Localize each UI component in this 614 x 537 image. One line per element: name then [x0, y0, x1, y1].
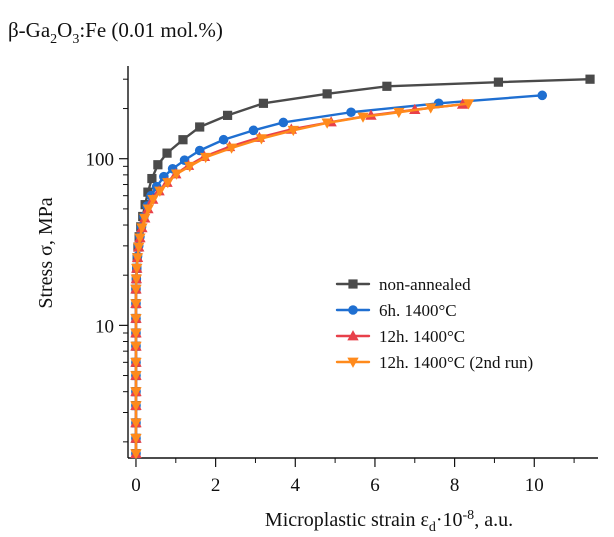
chart-title-subscript-3: 3 [72, 32, 79, 47]
data-point [322, 89, 332, 99]
data-point [147, 173, 157, 184]
svg-text:β-Ga2O3:Fe (0.01 mol.%): β-Ga2O3:Fe (0.01 mol.%) [8, 18, 223, 47]
data-point [278, 117, 289, 128]
data-point [248, 125, 259, 136]
data-point [258, 98, 269, 108]
data-point [130, 418, 142, 429]
x-axis-label-group: Microplastic strain εd·10-8, a.u. [265, 508, 513, 535]
data-point [162, 148, 172, 158]
legend-label: 6h. 1400°C [379, 301, 457, 320]
legend-marker [347, 357, 359, 368]
axis-ticks: 0 2 4 6 8 10 10 100 [86, 78, 575, 496]
legend: non-annealed 6h. 1400°C 12h. 1400°C 12h. 14… [335, 275, 533, 372]
data-point [162, 178, 174, 189]
data-point [199, 152, 212, 164]
x-tick-label: 10 [525, 475, 544, 496]
data-point [130, 314, 142, 325]
data-point [321, 118, 333, 129]
data-point [382, 81, 392, 91]
chart-title-prefix: β-Ga [8, 18, 51, 42]
legend-item: 12h. 1400°C (2nd run) [335, 353, 533, 372]
y-tick-label: 10 [95, 316, 114, 337]
data-point [154, 186, 166, 197]
chart-title-suffix: :Fe (0.01 mol.%) [79, 18, 222, 42]
series-4 [130, 99, 475, 460]
data-point [130, 449, 142, 460]
data-point [425, 103, 437, 114]
legend-item: non-annealed [335, 275, 471, 294]
data-point [287, 125, 299, 137]
data-point [130, 357, 142, 369]
data-point [130, 371, 142, 382]
data-point [142, 204, 154, 215]
chart-title-mid: O [57, 18, 72, 42]
x-tick-label: 6 [370, 475, 380, 496]
legend-item: 6h. 1400°C [335, 301, 457, 320]
x-tick-label: 0 [131, 475, 141, 496]
data-point [130, 274, 143, 285]
plot-axes [127, 66, 598, 459]
chart-title-subscript-2: 2 [50, 32, 57, 47]
data-point [130, 284, 142, 295]
legend-marker [347, 330, 359, 341]
data-point [130, 328, 142, 339]
data-point [130, 341, 142, 353]
series-1 [131, 74, 595, 459]
data-point [170, 169, 183, 180]
x-axis-label-prefix: Microplastic strain ε [265, 509, 429, 531]
legend-marker [348, 279, 358, 289]
y-tick-label: 100 [86, 150, 115, 171]
legend-item: 12h. 1400°C [335, 327, 465, 346]
series-line [134, 78, 592, 455]
x-axis-label-subscript: d [429, 520, 436, 535]
data-point [136, 223, 148, 234]
x-axis-label-superscript: -8 [463, 508, 475, 523]
data-point [130, 433, 142, 445]
chart-title: β-Ga2O3:Fe (0.01 mol.%) [8, 18, 223, 47]
data-point [134, 233, 146, 244]
data-point [153, 160, 163, 170]
x-tick-label: 2 [211, 475, 221, 496]
x-axis-label-mid: ·10 [436, 509, 463, 531]
data-point [493, 77, 504, 87]
data-point [133, 242, 145, 253]
data-point [357, 112, 369, 123]
data-point [346, 107, 356, 118]
x-axis-label-suffix: , a.u. [474, 509, 513, 531]
y-axis-label: Stress σ, MPa [35, 197, 57, 308]
data-point [130, 401, 142, 412]
legend-label: non-annealed [379, 275, 471, 294]
legend-label: 12h. 1400°C (2nd run) [379, 353, 533, 372]
data-point [225, 143, 238, 154]
y-axis-label-group: Stress σ, MPa [35, 197, 57, 308]
data-point [178, 135, 188, 145]
data-point [131, 253, 144, 264]
data-point [130, 387, 142, 398]
data-point [537, 90, 548, 101]
data-point [184, 161, 196, 173]
x-tick-label: 8 [450, 475, 460, 496]
data-point [130, 299, 142, 310]
data-point [194, 145, 205, 156]
data-point [585, 74, 595, 84]
data-point [255, 134, 268, 145]
data-point [218, 134, 229, 145]
data-point [147, 194, 159, 206]
series-line [134, 102, 470, 455]
data-point [139, 213, 151, 224]
legend-marker [348, 305, 358, 315]
data-point [462, 99, 475, 110]
series-2 [131, 90, 548, 459]
data-point [195, 122, 205, 132]
data-point [131, 263, 143, 275]
data-point [393, 107, 405, 119]
legend-label: 12h. 1400°C [379, 327, 465, 346]
svg-text:Microplastic strain εd·10-8, a: Microplastic strain εd·10-8, a.u. [265, 508, 513, 535]
x-tick-label: 4 [291, 475, 301, 496]
data-point [222, 110, 233, 120]
series-layer [130, 74, 595, 460]
